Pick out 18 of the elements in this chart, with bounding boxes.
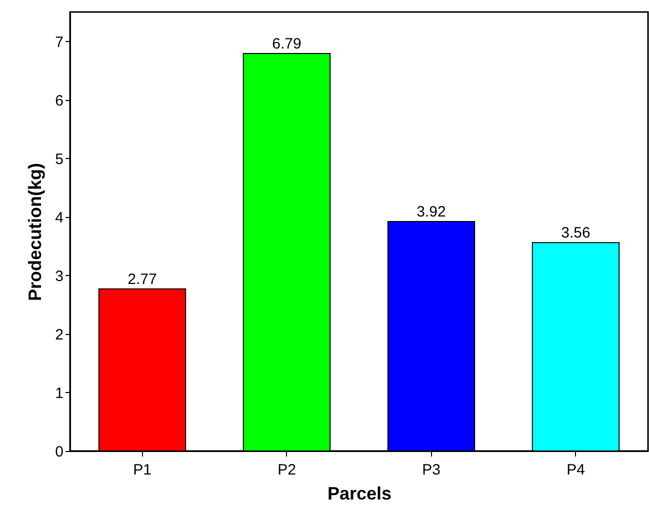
data-label: 6.79 <box>272 36 302 53</box>
y-tick-label: 6 <box>55 92 64 110</box>
x-tick-label: P1 <box>133 462 152 478</box>
x-tick-label: P4 <box>566 462 585 478</box>
y-tick-label: 7 <box>55 34 64 51</box>
data-label: 2.77 <box>128 270 157 288</box>
y-tick-label: 5 <box>55 150 64 168</box>
y-tick-label: 0 <box>55 444 64 460</box>
x-tick-label: P3 <box>422 462 440 478</box>
data-label: 3.56 <box>561 224 590 242</box>
y-axis-title: Prodecution(kg) <box>25 162 46 301</box>
y-tick-label: 4 <box>55 209 64 226</box>
y-tick-label: 1 <box>55 384 64 402</box>
y-tick-label: 3 <box>55 268 64 285</box>
y-tick-label: 2 <box>55 326 64 344</box>
x-axis-title: Parcels <box>327 484 392 504</box>
x-tick-label: P2 <box>278 462 296 478</box>
data-label: 3.92 <box>416 204 446 221</box>
